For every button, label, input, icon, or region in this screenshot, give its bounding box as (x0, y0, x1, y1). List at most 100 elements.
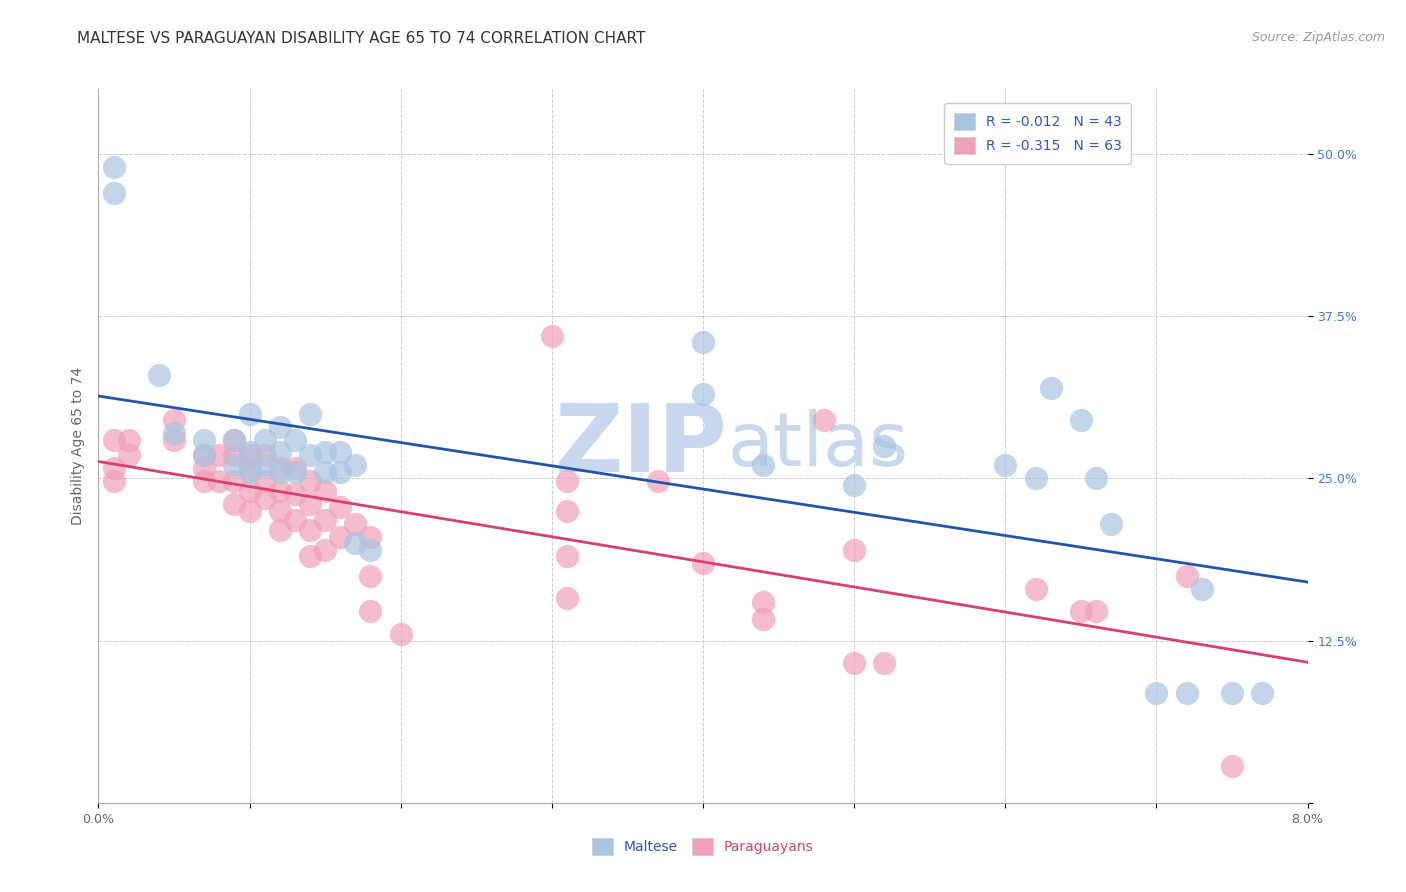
Point (329, 500, 352, 514)
Point (1220, 759, 1243, 773)
Point (344, 516, 367, 531)
Point (224, 433, 246, 447)
Point (239, 465, 262, 479)
Point (239, 407, 262, 421)
Text: ZIP: ZIP (554, 400, 727, 492)
Point (193, 448, 215, 462)
Point (253, 448, 276, 462)
Point (1085, 471, 1108, 485)
Point (360, 530, 382, 544)
Point (163, 413, 186, 427)
Point (1191, 582, 1213, 596)
Point (299, 407, 322, 421)
Point (269, 524, 291, 538)
Point (193, 461, 215, 475)
Point (873, 656, 896, 670)
Point (555, 591, 578, 605)
Point (1085, 604, 1108, 618)
Point (269, 484, 291, 499)
Point (299, 497, 322, 511)
Point (1025, 582, 1047, 596)
Point (284, 465, 307, 479)
Point (844, 542, 866, 557)
Point (103, 186, 125, 200)
Point (813, 413, 835, 427)
Point (208, 448, 231, 462)
Point (299, 549, 322, 564)
Point (314, 542, 336, 557)
Point (253, 491, 276, 505)
Point (389, 627, 412, 641)
Point (314, 513, 336, 527)
Point (752, 611, 775, 625)
Point (360, 568, 382, 582)
Point (284, 461, 307, 475)
Point (1146, 685, 1168, 699)
Point (873, 439, 896, 453)
Point (555, 549, 578, 564)
Point (299, 524, 322, 538)
Y-axis label: Disability Age 65 to 74: Disability Age 65 to 74 (70, 367, 84, 525)
Point (269, 461, 291, 475)
Point (329, 530, 352, 544)
Point (224, 497, 246, 511)
Point (224, 433, 246, 447)
Text: atlas: atlas (727, 409, 908, 483)
Point (148, 368, 170, 382)
Point (329, 445, 352, 459)
Point (647, 474, 669, 488)
Point (269, 504, 291, 518)
Point (284, 433, 307, 447)
Point (314, 465, 336, 479)
Point (269, 465, 291, 479)
Point (1039, 381, 1062, 395)
Point (239, 484, 262, 499)
Point (193, 474, 215, 488)
Point (163, 425, 186, 440)
Point (163, 433, 186, 447)
Point (1099, 516, 1122, 531)
Point (692, 556, 714, 570)
Point (239, 461, 262, 475)
Point (752, 595, 775, 609)
Point (540, 328, 562, 343)
Point (118, 448, 141, 462)
Point (1220, 685, 1243, 699)
Point (360, 604, 382, 618)
Point (555, 504, 578, 518)
Point (1251, 685, 1274, 699)
Point (118, 433, 141, 447)
Point (299, 474, 322, 488)
Point (752, 458, 775, 473)
Point (103, 160, 125, 174)
Point (1175, 568, 1198, 582)
Point (224, 448, 246, 462)
Point (844, 478, 866, 492)
Text: MALTESE VS PARAGUAYAN DISABILITY AGE 65 TO 74 CORRELATION CHART: MALTESE VS PARAGUAYAN DISABILITY AGE 65 … (77, 31, 645, 46)
Point (103, 461, 125, 475)
Point (344, 458, 367, 473)
Point (692, 335, 714, 350)
Point (193, 448, 215, 462)
Point (269, 445, 291, 459)
Point (253, 458, 276, 473)
Point (314, 445, 336, 459)
Point (239, 448, 262, 462)
Point (1070, 604, 1092, 618)
Point (284, 487, 307, 501)
Point (1070, 413, 1092, 427)
Point (1175, 685, 1198, 699)
Point (103, 433, 125, 447)
Point (994, 458, 1017, 473)
Point (253, 433, 276, 447)
Point (360, 542, 382, 557)
Point (1025, 471, 1047, 485)
Point (299, 448, 322, 462)
Point (239, 445, 262, 459)
Point (208, 474, 231, 488)
Point (103, 474, 125, 488)
Legend: Maltese, Paraguayans: Maltese, Paraguayans (586, 832, 820, 860)
Point (314, 484, 336, 499)
Point (224, 458, 246, 473)
Point (344, 536, 367, 550)
